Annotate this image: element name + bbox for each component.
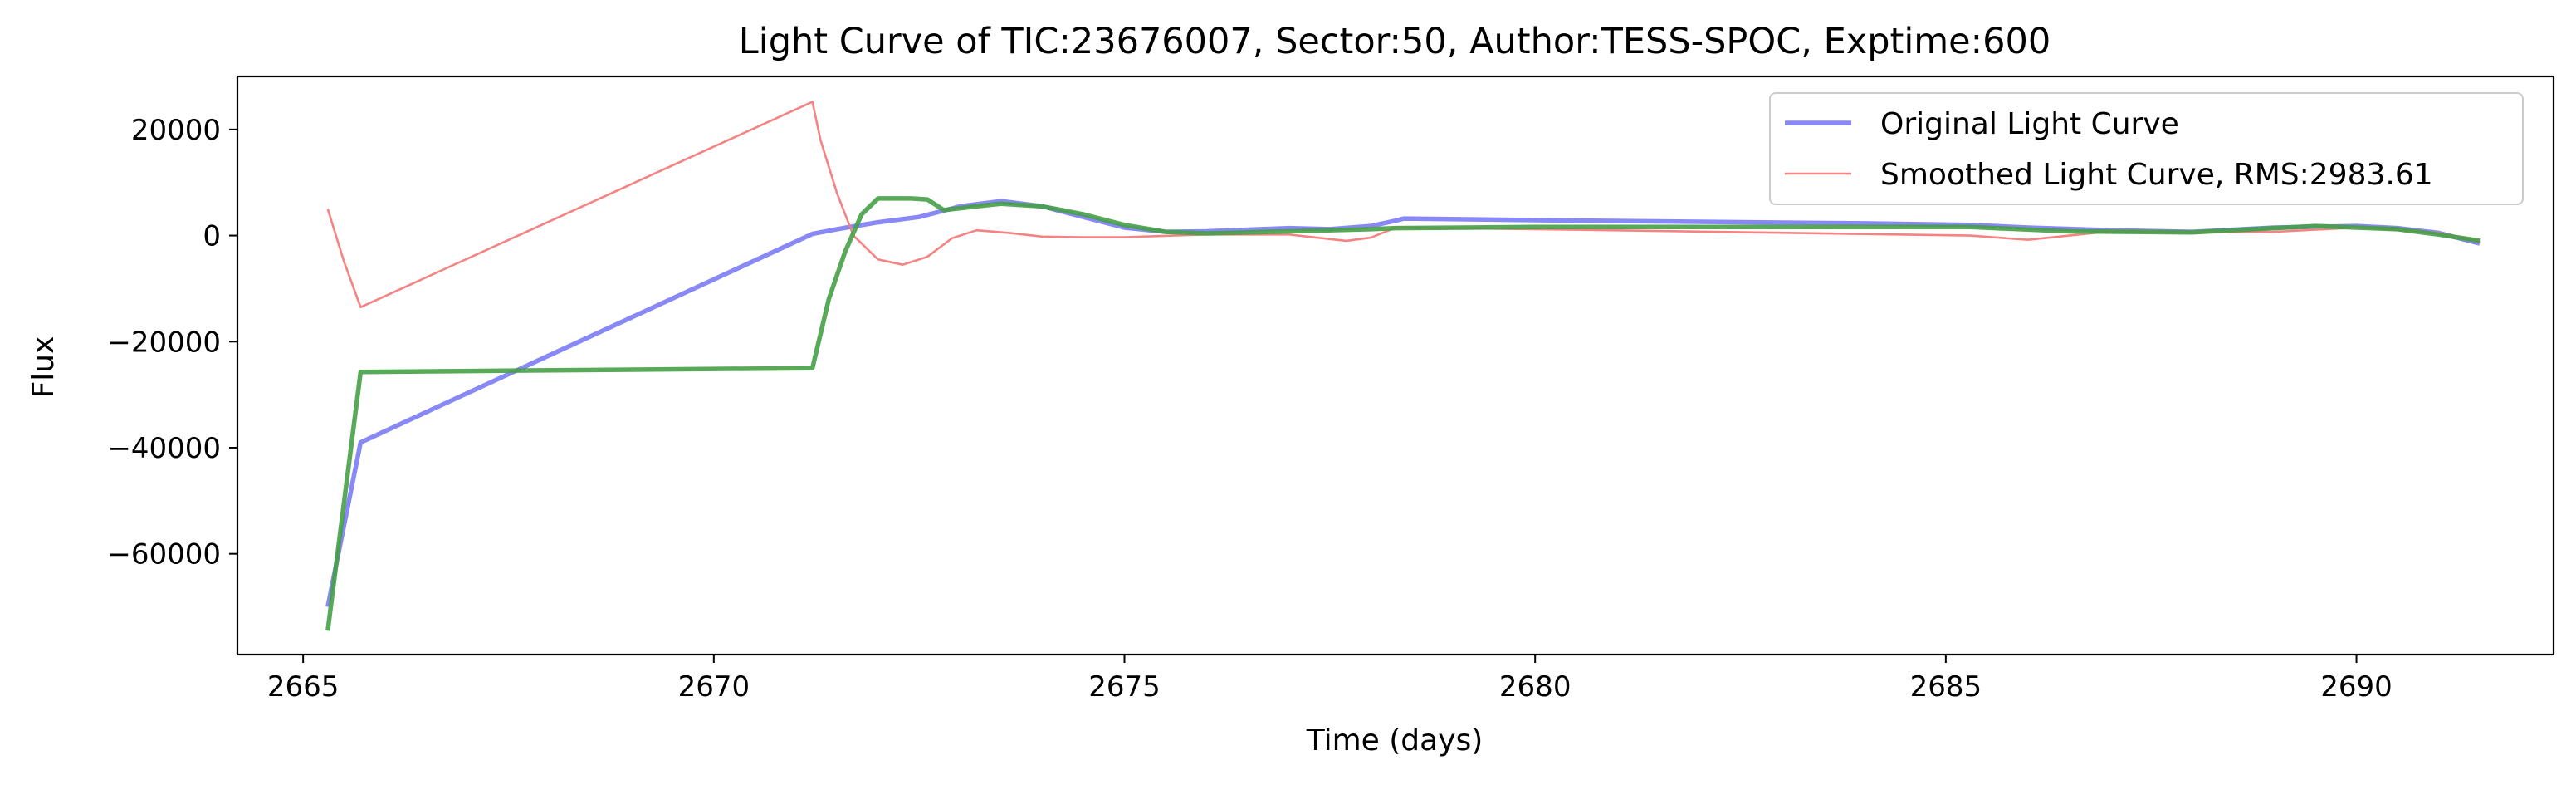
y-tick-label-4: −60000 bbox=[107, 538, 221, 572]
series-line-2 bbox=[325, 196, 2481, 631]
x-tick-label-3: 2680 bbox=[1499, 670, 1572, 704]
y-axis-label: Flux bbox=[27, 336, 61, 399]
legend-label-original: Original Light Curve bbox=[1880, 107, 2179, 141]
plot-frame bbox=[236, 75, 2555, 656]
y-tick-label-1: 0 bbox=[203, 220, 221, 253]
y-tick-label-0: 20000 bbox=[131, 114, 221, 147]
x-axis-label: Time (days) bbox=[1306, 724, 1484, 758]
y-tick-label-3: −40000 bbox=[107, 432, 221, 465]
x-tick-label-5: 2690 bbox=[2320, 670, 2393, 704]
x-tick-label-2: 2675 bbox=[1088, 670, 1161, 704]
x-axis-ticks: 2665 2670 2675 2680 2685 2690 bbox=[267, 655, 2393, 704]
x-tick-label-0: 2665 bbox=[267, 670, 340, 704]
chart-title: Light Curve of TIC:23676007, Sector:50, … bbox=[739, 21, 2051, 62]
legend: Original Light Curve Smoothed Light Curv… bbox=[1769, 92, 2524, 205]
y-axis-ticks: 20000 0 −20000 −40000 −60000 bbox=[107, 114, 237, 572]
legend-box bbox=[1769, 92, 2524, 205]
series-layer bbox=[325, 101, 2481, 631]
y-tick-label-2: −20000 bbox=[107, 326, 221, 359]
x-tick-label-4: 2685 bbox=[1910, 670, 1982, 704]
x-tick-label-1: 2670 bbox=[678, 670, 750, 704]
legend-label-smoothed: Smoothed Light Curve, RMS:2983.61 bbox=[1880, 158, 2433, 192]
